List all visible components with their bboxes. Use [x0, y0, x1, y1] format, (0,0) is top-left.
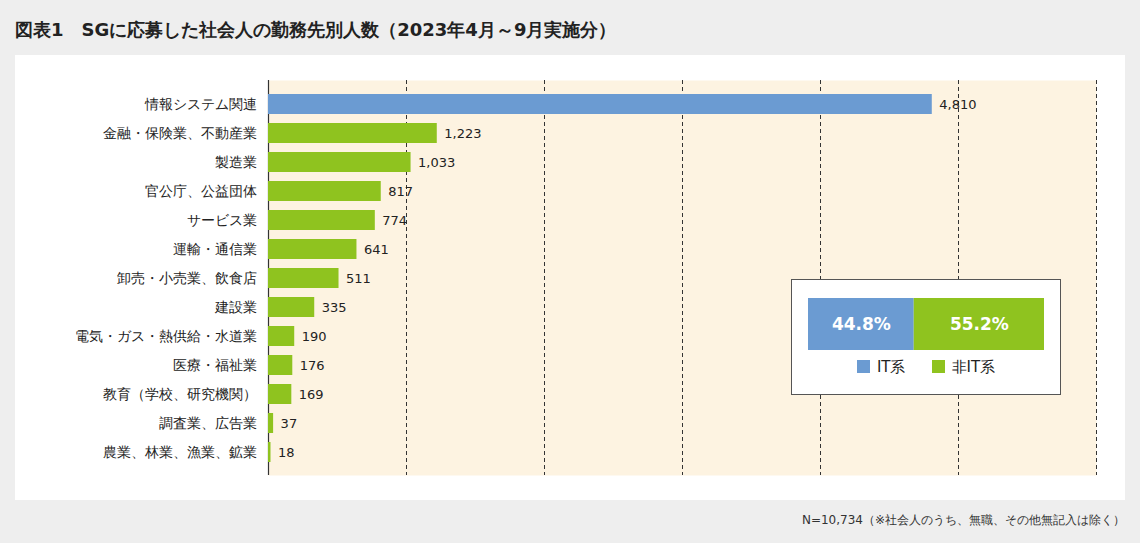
svg-text:サービス業: サービス業	[187, 212, 257, 228]
svg-text:817: 817	[388, 184, 413, 199]
svg-text:1,033: 1,033	[418, 155, 455, 170]
html-text:図表1 SGに応募した社会人の勤務先別人数（2023年4月～: 図表1 SGに応募した社会人の勤務先別人数（2023年4月～9月実施分）	[15, 19, 617, 40]
svg-text:製造業: 製造業	[215, 154, 257, 170]
svg-text:建設業: 建設業	[214, 299, 257, 315]
svg-text:55.2%: 55.2%	[950, 314, 1009, 334]
svg-text:運輸・通信業: 運輸・通信業	[173, 241, 257, 257]
svg-text:641: 641	[364, 242, 389, 257]
svg-text:4,810: 4,810	[939, 97, 976, 112]
svg-text:官公庁、公益団体: 官公庁、公益団体	[145, 183, 257, 199]
svg-text:情報システム関連: 情報システム関連	[144, 96, 257, 112]
svg-text:37: 37	[281, 416, 298, 431]
svg-text:電気・ガス・熱供給・水道業: 電気・ガス・熱供給・水道業	[75, 328, 257, 344]
svg-text:教育（学校、研究機関）: 教育（学校、研究機関）	[103, 386, 257, 402]
svg-text:農業、林業、漁業、鉱業: 農業、林業、漁業、鉱業	[103, 444, 257, 460]
svg-text:18: 18	[278, 445, 295, 460]
svg-text:卸売・小売業、飲食店: 卸売・小売業、飲食店	[117, 270, 257, 286]
html-text:非IT系: 非IT系	[951, 358, 996, 376]
svg-text:176: 176	[300, 358, 325, 373]
svg-text:医療・福祉業: 医療・福祉業	[173, 357, 257, 373]
svg-text:44.8%: 44.8%	[832, 314, 891, 334]
svg-text:190: 190	[302, 329, 327, 344]
svg-text:511: 511	[346, 271, 371, 286]
svg-text:調査業、広告業: 調査業、広告業	[159, 415, 257, 431]
html-text:N=10,734（※社会人のうち、無職、その他無記入は除く）: N=10,734（※社会人のうち、無職、その他無記入は除く）	[801, 513, 1125, 527]
svg-text:169: 169	[299, 387, 324, 402]
html-text:IT系: IT系	[876, 358, 906, 376]
svg-text:1,223: 1,223	[444, 126, 481, 141]
svg-text:774: 774	[382, 213, 407, 228]
svg-text:金融・保険業、不動産業: 金融・保険業、不動産業	[103, 125, 257, 141]
svg-text:335: 335	[322, 300, 347, 315]
